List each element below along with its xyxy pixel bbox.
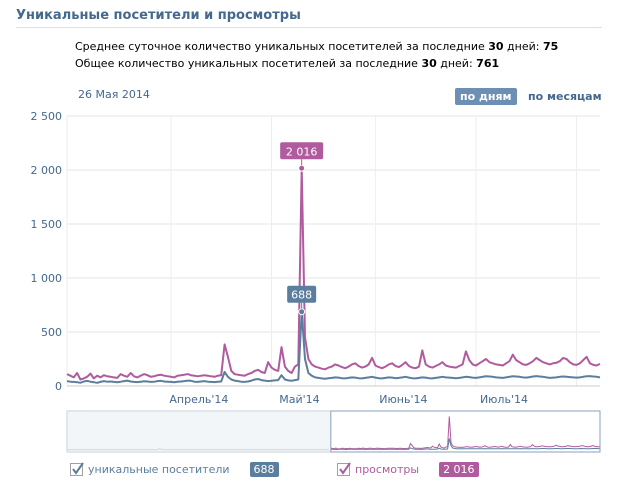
- y-tick-label: 500: [41, 326, 62, 339]
- legend-unique[interactable]: уникальные посетители 688: [70, 460, 279, 478]
- total-stat-prefix: Общее количество уникальных посетителей …: [75, 57, 422, 70]
- total-unique-stat: Общее количество уникальных посетителей …: [75, 57, 499, 70]
- legend-views[interactable]: просмотры 2 016: [337, 460, 479, 478]
- section-title: Уникальные посетители и просмотры: [16, 8, 301, 23]
- unique-peak-point: [298, 308, 306, 316]
- views-legend-label: просмотры: [355, 462, 420, 476]
- avg-stat-mid: дней:: [503, 40, 543, 53]
- range-navigator: [66, 410, 601, 453]
- y-tick-label: 0: [55, 380, 62, 393]
- unique-peak-label: 688: [291, 289, 312, 302]
- y-tick-label: 1 500: [31, 218, 63, 231]
- views-checkbox[interactable]: [337, 461, 351, 476]
- views-peak-label-bg: [280, 142, 324, 160]
- title-divider: [16, 27, 602, 28]
- navigator-selection: [330, 410, 601, 453]
- chart-grid: [66, 115, 600, 387]
- peak-markers: 2 016 688: [280, 142, 324, 316]
- views-peak-point: [298, 164, 306, 172]
- checkmark-icon: [339, 461, 351, 475]
- unique-checkbox[interactable]: [70, 461, 84, 476]
- y-tick-label: 1 000: [31, 272, 63, 285]
- avg-stat-value: 75: [542, 40, 559, 53]
- unique-peak-label-bg: [287, 285, 317, 303]
- avg-daily-stat: Среднее суточное количество уникальных п…: [75, 40, 558, 53]
- y-tick-label: 2 000: [31, 164, 63, 177]
- chart-lines: [66, 167, 601, 384]
- visitors-chart[interactable]: 0 500 1 000 1 500 2 000 2 500 Апрель'14 Май'14…: [0, 108, 633, 460]
- navigator-unique-line: [330, 438, 601, 451]
- total-stat-days: 30: [421, 57, 437, 70]
- unique-visitors-line: [66, 310, 601, 384]
- total-stat-value: 761: [476, 57, 500, 70]
- unique-legend-badge: 688: [249, 461, 279, 477]
- unique-legend-label: уникальные посетители: [88, 462, 230, 476]
- x-tick-label: Июль'14: [480, 393, 528, 406]
- y-tick-label: 2 500: [31, 110, 63, 123]
- x-axis-ticks: Апрель'14 Май'14 Июнь'14 Июль'14: [169, 393, 528, 406]
- avg-stat-days: 30: [488, 40, 504, 53]
- views-line: [66, 167, 601, 381]
- x-tick-label: Апрель'14: [169, 393, 228, 406]
- views-peak-label: 2 016: [286, 145, 318, 158]
- navigator-views-line: [330, 416, 601, 450]
- x-tick-label: Июнь'14: [379, 393, 427, 406]
- views-legend-badge: 2 016: [439, 461, 479, 477]
- navigator-history: [67, 447, 329, 451]
- y-axis-ticks: 0 500 1 000 1 500 2 000 2 500: [31, 110, 63, 393]
- date-label: 26 Мая 2014: [78, 88, 150, 101]
- total-stat-mid: дней:: [436, 57, 477, 70]
- checkmark-icon: [72, 461, 84, 475]
- navigator-shade: [67, 411, 331, 452]
- by-months-button[interactable]: по месяцам: [528, 90, 602, 103]
- by-days-button[interactable]: по дням: [455, 88, 517, 105]
- x-tick-label: Май'14: [279, 393, 319, 406]
- avg-stat-prefix: Среднее суточное количество уникальных п…: [75, 40, 489, 53]
